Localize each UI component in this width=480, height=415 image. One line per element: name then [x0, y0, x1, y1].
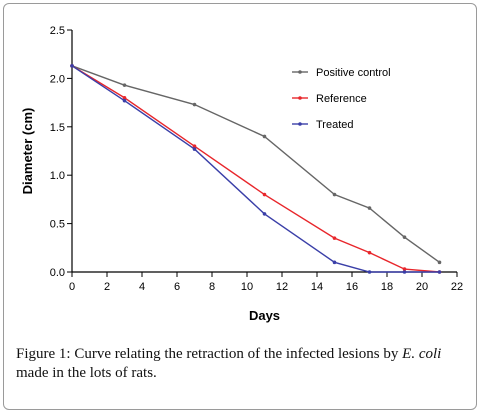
chart-axes: 0.0 0.5 1.0 1.5 2.0 2.5 0 2 4 6 8 10 12 14 16 18 20 22 [50, 25, 463, 293]
y-tick-label: 2.0 [50, 73, 65, 85]
data-point [122, 83, 127, 87]
data-point [192, 144, 197, 148]
chart-series [70, 64, 442, 274]
y-tick-label: 1.5 [50, 122, 65, 134]
data-point [367, 270, 372, 274]
series-line [71, 65, 440, 263]
x-tick-label: 0 [69, 281, 75, 293]
caption-text-before: Curve relating the retraction of the inf… [70, 346, 403, 362]
legend-label: Treated [316, 119, 354, 131]
x-tick-label: 6 [174, 281, 180, 293]
figure-frame [3, 3, 477, 410]
series-line [71, 65, 440, 273]
data-point [437, 270, 442, 274]
legend-entry: Reference [292, 93, 367, 105]
data-point [437, 260, 442, 265]
data-point [122, 95, 127, 100]
y-tick-label: 0.0 [50, 267, 65, 279]
caption-italic-species: coli [418, 346, 442, 362]
legend-marker [298, 70, 302, 74]
x-tick-label: 14 [311, 281, 323, 293]
line-chart: 0.0 0.5 1.0 1.5 2.0 2.5 0 2 4 6 8 10 12 14 16 18 20 22 Po… [20, 25, 463, 323]
x-tick-label: 12 [276, 281, 288, 293]
data-point [122, 98, 127, 103]
data-point [402, 270, 407, 274]
data-point [70, 64, 74, 68]
x-tick-label: 22 [451, 281, 463, 293]
y-tick-label: 2.5 [50, 25, 65, 37]
series-positive-control [70, 64, 442, 265]
data-point [192, 147, 197, 151]
x-tick-label: 16 [346, 281, 358, 293]
data-point [367, 206, 372, 210]
caption-italic-genus: E. [402, 346, 416, 362]
data-point [402, 235, 407, 239]
data-point [332, 236, 337, 240]
x-tick-label: 18 [381, 281, 393, 293]
legend-entry: Treated [292, 119, 354, 131]
legend-label: Reference [316, 93, 367, 105]
data-point [367, 250, 372, 255]
x-tick-label: 10 [241, 281, 253, 293]
caption-figure-label: Figure 1: [16, 346, 71, 362]
x-tick-label: 8 [209, 281, 215, 293]
data-point [262, 192, 267, 197]
data-point [262, 134, 267, 139]
data-point [332, 192, 337, 197]
series-treated [70, 64, 442, 274]
legend-marker [298, 96, 302, 100]
series-line [71, 65, 440, 273]
data-point [262, 212, 267, 216]
legend-marker [298, 122, 302, 126]
chart-legend: Positive control Reference Treated [292, 67, 391, 131]
legend-entry: Positive control [292, 67, 391, 79]
series-reference [70, 64, 442, 274]
x-tick-label: 20 [416, 281, 428, 293]
x-tick-label: 4 [139, 281, 145, 293]
x-axis-label: Days [249, 308, 280, 323]
data-point [332, 260, 337, 265]
data-point [192, 102, 197, 107]
figure-caption: Figure 1: Curve relating the retraction … [16, 345, 466, 383]
y-axis-label: Diameter (cm) [20, 108, 35, 195]
y-tick-label: 0.5 [50, 219, 65, 231]
caption-text-after: made in the lots of rats. [16, 365, 157, 381]
y-tick-label: 1.0 [50, 170, 65, 182]
data-point [402, 267, 407, 271]
x-tick-label: 2 [104, 281, 110, 293]
legend-label: Positive control [316, 67, 391, 79]
